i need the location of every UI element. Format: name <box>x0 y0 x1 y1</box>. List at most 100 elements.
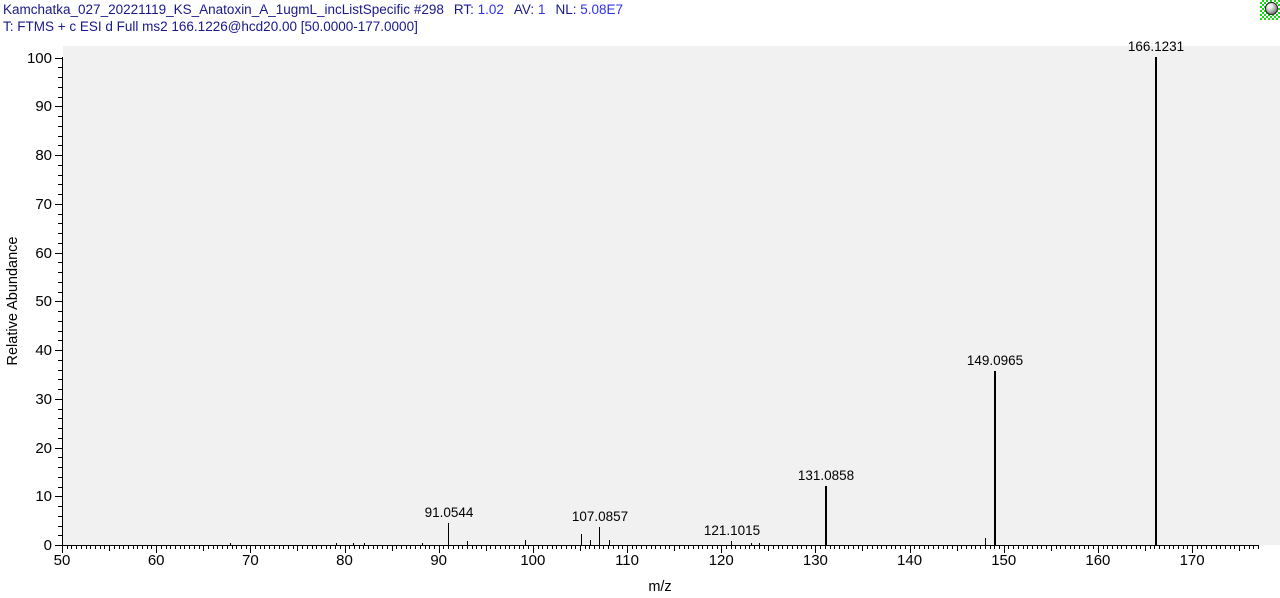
x-tick <box>989 546 991 549</box>
x-tick <box>1253 546 1255 549</box>
x-tick <box>838 546 840 549</box>
plot-area[interactable] <box>63 46 1280 545</box>
y-tick <box>58 379 62 380</box>
x-tick <box>763 546 765 549</box>
y-tick <box>58 467 62 468</box>
x-tick <box>829 546 831 549</box>
x-tick <box>419 546 421 549</box>
peak-label: 121.1015 <box>703 523 761 538</box>
x-tick-label: 60 <box>147 552 165 569</box>
x-tick <box>127 546 129 549</box>
x-tick <box>688 546 690 549</box>
y-tick <box>58 292 62 293</box>
y-tick <box>58 233 62 234</box>
x-tick <box>1215 546 1217 549</box>
y-tick <box>58 360 62 361</box>
x-tick <box>499 546 501 549</box>
x-tick <box>1064 546 1066 549</box>
x-tick <box>707 546 709 549</box>
x-tick <box>612 546 614 549</box>
av-label: AV: <box>513 2 535 17</box>
x-tick <box>721 546 723 553</box>
x-tick <box>984 546 986 549</box>
x-tick <box>678 546 680 549</box>
x-tick <box>226 546 228 549</box>
y-tick <box>58 272 62 273</box>
x-tick <box>462 546 464 549</box>
x-tick <box>1121 546 1123 549</box>
x-tick <box>542 546 544 549</box>
y-tick <box>58 97 62 98</box>
x-tick <box>787 546 789 549</box>
y-tick <box>58 428 62 429</box>
x-tick <box>198 546 200 549</box>
x-tick <box>744 546 746 549</box>
x-tick <box>377 546 379 549</box>
x-tick <box>358 546 360 549</box>
x-tick <box>212 546 214 549</box>
x-tick <box>1196 546 1198 549</box>
x-tick <box>240 546 242 549</box>
y-tick-label: 50 <box>35 293 52 311</box>
x-tick <box>537 546 539 549</box>
x-tick-label: 170 <box>1179 552 1205 569</box>
x-tick <box>396 546 398 549</box>
x-tick <box>62 546 63 553</box>
x-tick <box>660 546 661 549</box>
x-tick <box>189 546 191 549</box>
x-tick <box>711 546 713 549</box>
peak-line <box>599 527 600 545</box>
x-tick <box>904 546 906 549</box>
x-tick <box>259 546 261 549</box>
x-tick <box>170 546 172 549</box>
x-tick <box>645 546 647 549</box>
x-tick <box>66 546 68 549</box>
x-tick <box>918 546 920 549</box>
x-tick <box>584 546 586 549</box>
x-tick <box>1258 546 1259 549</box>
y-tick-label: 0 <box>43 537 52 554</box>
x-tick <box>528 546 530 549</box>
x-tick <box>641 546 643 549</box>
x-tick <box>692 546 694 549</box>
y-tick <box>58 457 62 458</box>
x-tick <box>273 546 275 549</box>
x-tick <box>104 546 106 549</box>
x-tick <box>1225 546 1227 549</box>
y-tick <box>58 409 62 410</box>
x-tick <box>94 546 96 549</box>
pin-icon[interactable] <box>1259 0 1280 20</box>
y-tick <box>58 370 62 371</box>
x-tick <box>749 546 751 549</box>
x-tick <box>966 546 968 549</box>
y-tick-label: 80 <box>35 147 52 164</box>
x-tick <box>598 546 600 549</box>
x-tick <box>716 546 718 549</box>
y-tick <box>55 253 62 254</box>
x-tick <box>386 546 388 549</box>
x-tick <box>735 546 737 549</box>
y-axis <box>62 57 63 545</box>
peak-line <box>353 543 354 545</box>
y-tick-label: 20 <box>35 439 52 457</box>
x-tick <box>250 546 252 553</box>
x-tick <box>1112 546 1114 549</box>
x-tick <box>1027 546 1029 549</box>
x-tick <box>1031 546 1033 549</box>
x-tick <box>768 546 770 551</box>
x-tick <box>401 546 403 549</box>
x-tick <box>867 546 869 549</box>
x-tick <box>1149 546 1151 549</box>
x-tick <box>1177 546 1179 549</box>
x-tick <box>608 546 610 549</box>
x-tick <box>481 546 483 549</box>
y-tick <box>58 77 62 78</box>
nl-label: NL: <box>555 2 577 17</box>
x-tick <box>886 546 888 549</box>
y-tick <box>58 262 62 263</box>
x-tick <box>796 546 798 549</box>
x-tick <box>853 546 855 549</box>
x-tick <box>725 546 727 549</box>
x-tick <box>1140 546 1142 549</box>
x-tick <box>890 546 892 549</box>
